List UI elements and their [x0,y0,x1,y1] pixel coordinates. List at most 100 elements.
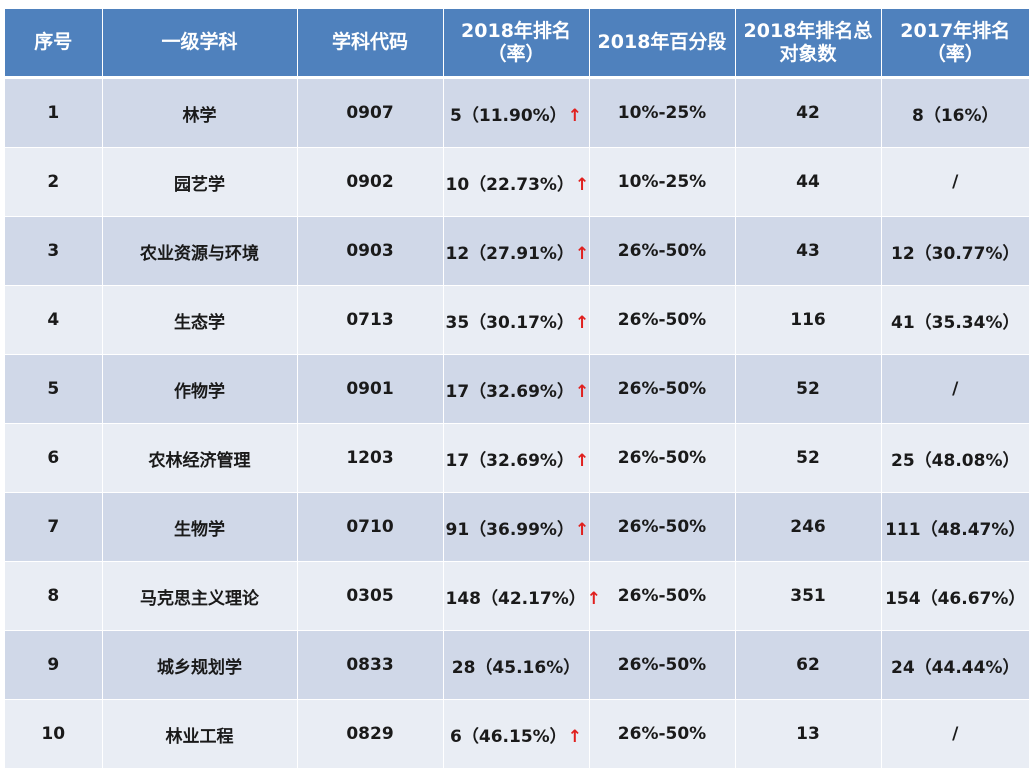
table-row: 7 生物学 0710 91（36.99%）↑ 26%-50% 246 111（48.47%） [5,492,1029,562]
cell-rank-2017-text: 154（46.67%） [885,588,1026,609]
cell-total-2018: 52 [735,423,882,493]
cell-rank-2018-text: 35（30.17%） [445,312,574,333]
cell-subject: 林业工程 [102,699,298,769]
cell-rank-2017: 154（46.67%） [881,561,1029,631]
cell-code-text: 0901 [346,379,394,399]
cell-percentile-2018-text: 26%-50% [617,655,707,675]
rank-up-arrow-icon: ↑ [574,243,590,264]
table-row: 10 林业工程 0829 6（46.15%）↑ 26%-50% 13 / [5,699,1029,769]
cell-no: 5 [5,354,103,424]
cell-subject-text: 林业工程 [165,726,234,747]
cell-rank-2017: 24（44.44%） [881,630,1029,700]
table-body: 1 林学 0907 5（11.90%）↑ 10%-25% 42 8（16%） 2 园艺学 0902… [5,77,1029,769]
cell-rank-2018-text: 28（45.16%） [451,657,581,678]
cell-rank-2017-text: / [952,724,959,744]
cell-rank-2017-text: 41（35.34%） [891,312,1020,333]
table-row: 9 城乡规划学 0833 28（45.16%）↑ 26%-50% 62 24（44.44%） [5,630,1029,700]
cell-rank-2018-text: 10（22.73%） [445,174,574,195]
cell-code: 0713 [297,285,444,355]
cell-total-2018-text: 52 [796,379,820,399]
cell-rank-2018-text: 17（32.69%） [445,450,574,471]
cell-percentile-2018: 26%-50% [589,354,736,424]
cell-percentile-2018: 26%-50% [589,492,736,562]
cell-code-text: 0713 [346,310,394,330]
cell-total-2018: 246 [735,492,882,562]
cell-no: 9 [5,630,103,700]
cell-percentile-2018-text: 26%-50% [617,379,707,399]
cell-total-2018-text: 42 [796,103,820,123]
rank-up-arrow-icon: ↑ [586,588,602,609]
cell-no: 3 [5,216,103,286]
cell-rank-2017: 25（48.08%） [881,423,1029,493]
cell-subject-text: 城乡规划学 [157,657,242,678]
cell-total-2018: 351 [735,561,882,631]
cell-rank-2018-text: 91（36.99%） [445,519,574,540]
cell-subject: 生态学 [102,285,298,355]
table-header: 序号 一级学科 学科代码 2018年排名 （率） 2018年百分段 2018年排名… [5,9,1029,79]
cell-rank-2017-text: 24（44.44%） [891,657,1020,678]
cell-rank-2018: 6（46.15%）↑ [443,699,590,769]
rank-up-arrow-icon: ↑ [574,381,590,402]
cell-total-2018: 44 [735,147,882,217]
cell-no-text: 9 [47,655,60,675]
cell-percentile-2018-text: 10%-25% [617,103,707,123]
cell-code: 0833 [297,630,444,700]
table-row: 2 园艺学 0902 10（22.73%）↑ 10%-25% 44 / [5,147,1029,217]
cell-percentile-2018-text: 10%-25% [617,172,707,192]
cell-rank-2017: 12（30.77%） [881,216,1029,286]
rank-up-arrow-icon: ↑ [574,174,590,195]
cell-rank-2018: 12（27.91%）↑ [443,216,590,286]
header-rank-2017: 2017年排名 （率） [881,9,1029,79]
cell-no: 6 [5,423,103,493]
cell-no-text: 7 [47,517,60,537]
cell-code-text: 0902 [346,172,394,192]
cell-subject: 城乡规划学 [102,630,298,700]
cell-rank-2017: / [881,354,1029,424]
cell-total-2018: 42 [735,77,882,148]
cell-subject-text: 园艺学 [174,174,225,195]
cell-percentile-2018: 26%-50% [589,630,736,700]
cell-percentile-2018: 26%-50% [589,699,736,769]
table-row: 4 生态学 0713 35（30.17%）↑ 26%-50% 116 41（35.34%） [5,285,1029,355]
cell-subject: 林学 [102,77,298,148]
cell-rank-2017-text: 111（48.47%） [885,519,1026,540]
cell-rank-2017: / [881,147,1029,217]
table-row: 8 马克思主义理论 0305 148（42.17%）↑ 26%-50% 351 154（46… [5,561,1029,631]
cell-total-2018: 13 [735,699,882,769]
cell-rank-2017: 111（48.47%） [881,492,1029,562]
cell-rank-2018: 5（11.90%）↑ [443,77,590,148]
cell-code-text: 0833 [346,655,394,675]
cell-total-2018-text: 43 [796,241,820,261]
cell-code: 1203 [297,423,444,493]
cell-rank-2017-text: 8（16%） [911,105,999,126]
cell-code: 0902 [297,147,444,217]
header-rank-2018: 2018年排名 （率） [443,9,590,79]
cell-subject: 马克思主义理论 [102,561,298,631]
cell-percentile-2018-text: 26%-50% [617,724,707,744]
cell-subject-text: 马克思主义理论 [140,588,259,609]
cell-rank-2017: / [881,699,1029,769]
cell-total-2018-text: 13 [796,724,820,744]
cell-percentile-2018-text: 26%-50% [617,586,707,606]
cell-no: 7 [5,492,103,562]
cell-percentile-2018-text: 26%-50% [617,310,707,330]
cell-percentile-2018-text: 26%-50% [617,241,707,261]
cell-code: 0305 [297,561,444,631]
cell-no: 10 [5,699,103,769]
cell-subject: 农业资源与环境 [102,216,298,286]
cell-no: 2 [5,147,103,217]
cell-no-text: 10 [41,724,66,744]
cell-subject-text: 生物学 [174,519,225,540]
cell-no: 8 [5,561,103,631]
header-total-2018: 2018年排名总 对象数 [735,9,882,79]
cell-code-text: 0829 [346,724,394,744]
cell-no-text: 6 [47,448,60,468]
cell-rank-2018: 28（45.16%）↑ [443,630,590,700]
cell-total-2018-text: 62 [796,655,820,675]
cell-total-2018: 62 [735,630,882,700]
cell-rank-2017: 8（16%） [881,77,1029,148]
cell-subject: 作物学 [102,354,298,424]
cell-no-text: 3 [47,241,60,261]
cell-total-2018-text: 44 [796,172,820,192]
cell-subject: 农林经济管理 [102,423,298,493]
